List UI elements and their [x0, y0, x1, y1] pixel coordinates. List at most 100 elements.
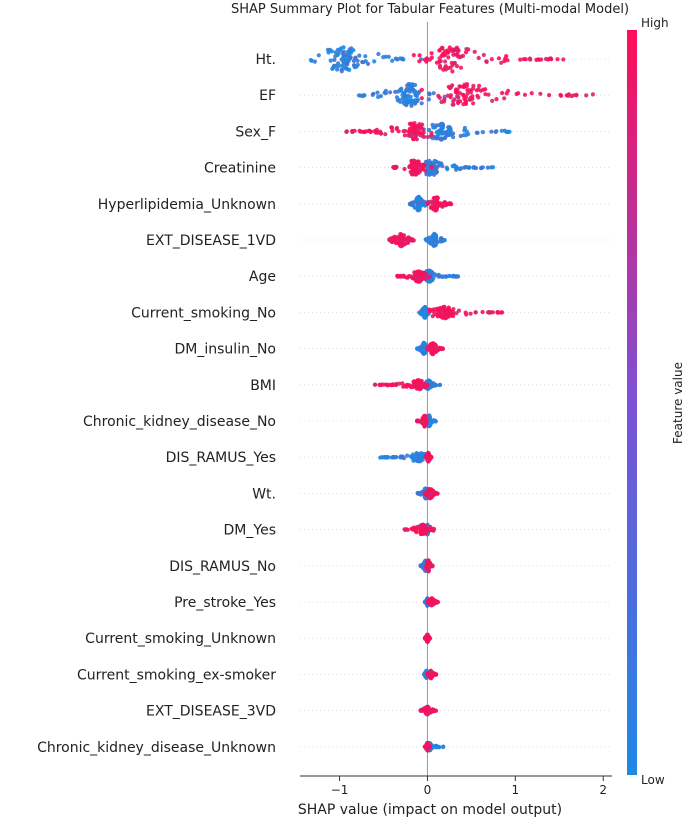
shap-dot — [398, 235, 403, 240]
shap-dot — [391, 165, 396, 170]
shap-dot — [437, 382, 442, 388]
shap-dot — [421, 311, 427, 316]
shap-dot — [338, 46, 344, 51]
shap-dot — [341, 49, 346, 55]
shap-dot — [411, 525, 416, 530]
shap-dot — [432, 198, 437, 203]
feature-label: DM_Yes — [224, 523, 276, 539]
x-axis-ticks: −1 0 1 2 — [331, 776, 607, 797]
shap-dot — [464, 133, 469, 138]
shap-dot — [590, 92, 596, 97]
shap-dot — [415, 419, 420, 424]
feature-label: DIS_RAMUS_No — [169, 559, 276, 575]
shap-dot — [441, 67, 446, 72]
shap-dot — [487, 310, 492, 315]
shap-dot — [390, 58, 395, 63]
shap-dot — [413, 93, 418, 98]
shap-dot — [332, 57, 337, 63]
shap-dot — [477, 83, 482, 88]
shap-dot — [427, 91, 432, 96]
x-tick-label: −1 — [331, 783, 349, 797]
shap-dot — [470, 86, 476, 91]
shap-dot — [416, 200, 421, 205]
shap-dot — [441, 125, 446, 130]
shap-dot — [452, 60, 457, 66]
shap-dot — [372, 59, 377, 64]
shap-dot — [418, 419, 423, 424]
shap-dot — [363, 54, 368, 59]
shap-dot — [451, 99, 456, 104]
shap-dot — [447, 273, 452, 279]
shap-dot — [386, 54, 391, 59]
shap-dot — [502, 96, 507, 101]
shap-dot — [439, 308, 444, 313]
shap-dot — [375, 90, 380, 95]
shap-dot — [422, 348, 427, 353]
shap-dot — [504, 91, 509, 96]
shap-dot — [500, 310, 505, 315]
shap-dot — [428, 491, 433, 496]
shap-dot — [431, 527, 436, 532]
shap-dot — [434, 491, 439, 496]
shap-dot — [431, 235, 436, 240]
shap-dot — [429, 350, 434, 355]
shap-dot — [390, 128, 395, 133]
shap-dot — [420, 530, 425, 535]
shap-dot — [474, 130, 479, 135]
shap-dot — [543, 56, 549, 62]
shap-dot — [382, 90, 387, 95]
shap-dot — [476, 95, 481, 100]
shap-dot — [411, 276, 416, 281]
shap-dot — [415, 98, 420, 104]
shap-dot — [393, 382, 399, 387]
shap-dot — [467, 97, 472, 102]
shap-dot — [472, 165, 477, 170]
shap-dot — [440, 204, 445, 209]
shap-dot — [435, 164, 440, 169]
shap-dot — [422, 57, 427, 62]
shap-dot — [357, 53, 362, 58]
shap-dot — [381, 55, 386, 60]
shap-dot — [344, 66, 349, 71]
shap-dot — [441, 744, 446, 749]
shap-dot — [468, 311, 473, 316]
shap-dot — [441, 314, 446, 319]
shap-dot — [420, 122, 425, 127]
feature-label: Creatinine — [204, 161, 276, 177]
shap-dot — [427, 172, 432, 177]
shap-dot — [561, 57, 566, 62]
shap-dot — [453, 90, 458, 95]
shap-dot — [411, 53, 416, 58]
shap-dot — [350, 129, 355, 135]
shap-dot — [428, 342, 433, 347]
shap-dot — [496, 310, 501, 315]
shap-dot — [343, 57, 349, 62]
feature-label: DIS_RAMUS_Yes — [166, 450, 276, 466]
x-axis-title: SHAP value (impact on model output) — [298, 802, 562, 818]
shap-dot — [432, 312, 437, 317]
shap-dot — [518, 57, 523, 62]
shap-dot — [383, 132, 388, 137]
shap-dot — [443, 59, 448, 64]
shap-dot — [528, 57, 533, 62]
chart-title: SHAP Summary Plot for Tabular Features (… — [231, 2, 629, 17]
shap-dot — [468, 90, 473, 95]
shap-dot — [500, 90, 505, 96]
shap-dot — [434, 123, 439, 128]
shap-dot — [427, 307, 432, 312]
shap-dot — [491, 165, 496, 170]
shap-dot — [410, 82, 415, 87]
shap-dot — [465, 88, 470, 93]
shap-dot — [399, 455, 404, 460]
shap-dot — [430, 600, 435, 606]
shap-dot — [415, 126, 420, 132]
shap-dot — [419, 87, 424, 92]
shap-dot — [558, 92, 563, 98]
shap-dot — [522, 92, 528, 97]
feature-label: Sex_F — [235, 124, 276, 140]
shap-dot — [489, 57, 494, 62]
shap-dot — [455, 274, 460, 279]
shap-dot — [339, 69, 344, 74]
shap-dot — [456, 95, 461, 100]
shap-dot — [424, 420, 429, 425]
